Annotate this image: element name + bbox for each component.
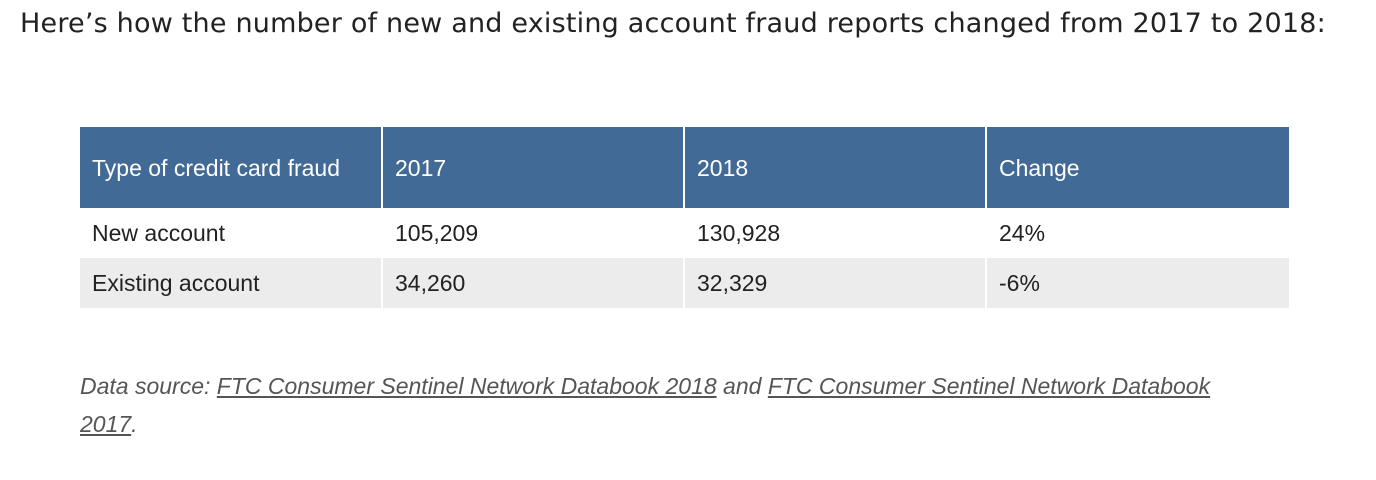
cell-2018: 130,928 xyxy=(683,208,986,258)
source-prefix: Data source: xyxy=(80,373,217,399)
data-source-note: Data source: FTC Consumer Sentinel Netwo… xyxy=(80,367,1260,443)
intro-paragraph: Here’s how the number of new and existin… xyxy=(20,8,1326,39)
databook-2018-link[interactable]: FTC Consumer Sentinel Network Databook 2… xyxy=(216,373,717,399)
header-2017: 2017 xyxy=(381,127,684,208)
cell-fraud-type: New account xyxy=(80,208,382,258)
table-row: Existing account 34,260 32,329 -6% xyxy=(80,258,1289,308)
cell-2017: 34,260 xyxy=(381,258,684,308)
table-header-row: Type of credit card fraud 2017 2018 Chan… xyxy=(80,127,1289,208)
fraud-table: Type of credit card fraud 2017 2018 Chan… xyxy=(80,127,1289,308)
cell-2017: 105,209 xyxy=(381,208,684,258)
cell-fraud-type: Existing account xyxy=(80,258,382,308)
header-fraud-type: Type of credit card fraud xyxy=(80,127,382,208)
cell-change: 24% xyxy=(985,208,1289,258)
cell-change: -6% xyxy=(985,258,1289,308)
header-change: Change xyxy=(985,127,1289,208)
table-row: New account 105,209 130,928 24% xyxy=(80,208,1289,258)
source-conjunction: and xyxy=(716,373,768,399)
cell-2018: 32,329 xyxy=(683,258,986,308)
databook-2017-link[interactable]: FTC Consumer Sentinel Network Databook 2… xyxy=(80,373,1211,437)
header-2018: 2018 xyxy=(683,127,986,208)
source-suffix: . xyxy=(131,411,138,437)
